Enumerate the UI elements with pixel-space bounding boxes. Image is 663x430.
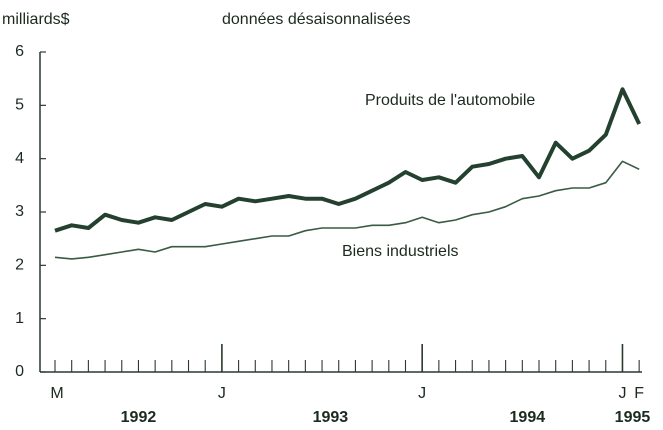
x-tick-label: J [618,385,626,402]
y-tick-label: 4 [15,150,24,167]
y-tick-label: 6 [15,43,24,60]
year-label: 1993 [313,409,349,426]
series-line [54,87,642,233]
series-line [54,160,640,260]
year-label: 1992 [121,409,157,426]
subtitle: données désaisonnalisées [222,11,411,28]
year-label: 1995 [615,409,651,426]
y-tick-label: 5 [15,97,24,114]
y-tick-label: 1 [15,310,24,327]
x-tick-label: M [50,385,63,402]
x-tick-label: J [218,385,226,402]
series-label: Produits de l'automobile [365,92,535,109]
y-axis-label: milliards$ [2,11,70,28]
y-tick-label: 0 [15,363,24,380]
year-label: 1994 [510,409,546,426]
y-tick-label: 2 [15,257,24,274]
y-tick-label: 3 [15,203,24,220]
x-tick-label: J [418,385,426,402]
x-tick-label: F [634,385,644,402]
series-label: Biens industriels [342,243,459,260]
